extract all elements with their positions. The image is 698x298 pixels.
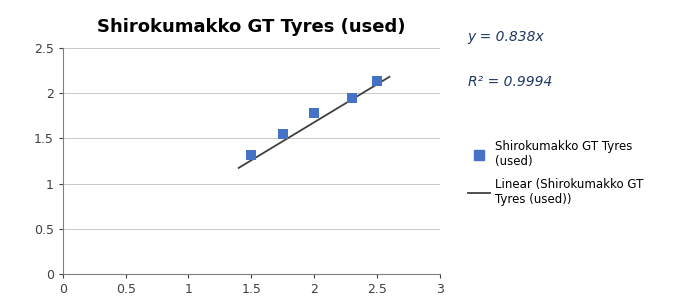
Text: R² = 0.9994: R² = 0.9994 <box>468 74 552 89</box>
Point <box>371 79 383 83</box>
Point <box>309 111 320 115</box>
Point <box>246 152 257 157</box>
Point <box>346 95 357 100</box>
Text: Shirokumakko GT Tyres (used): Shirokumakko GT Tyres (used) <box>97 18 406 36</box>
Legend: Shirokumakko GT Tyres
(used), Linear (Shirokumakko GT
Tyres (used)): Shirokumakko GT Tyres (used), Linear (Sh… <box>468 140 644 206</box>
Point <box>277 131 288 136</box>
Text: y = 0.838x: y = 0.838x <box>468 30 544 44</box>
